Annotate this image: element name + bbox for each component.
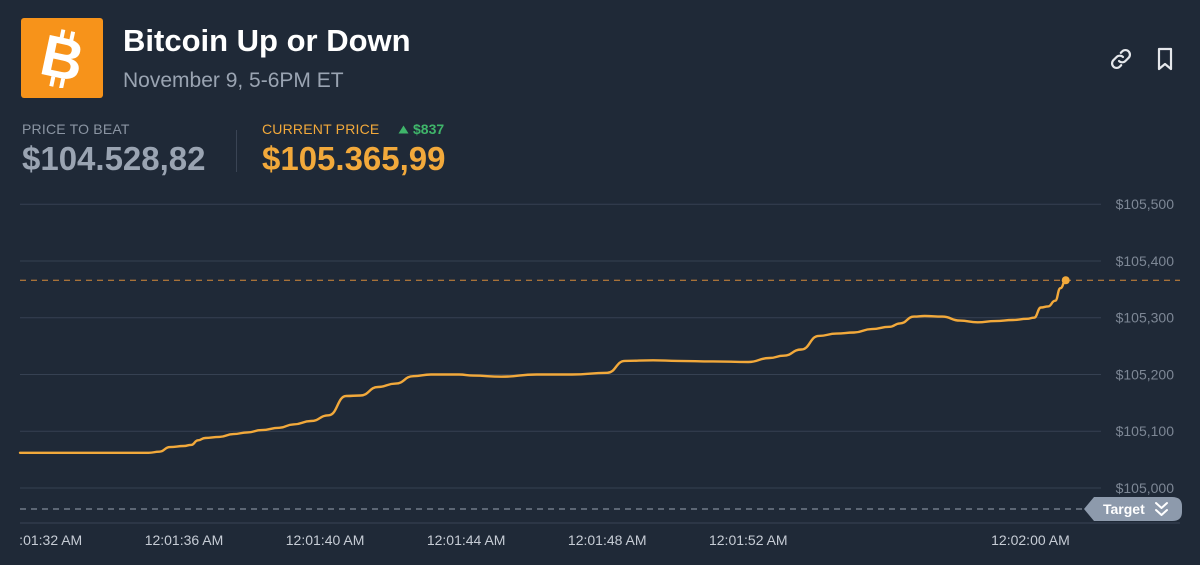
bitcoin-icon: B (38, 28, 86, 88)
price-change-value: $837 (413, 121, 445, 137)
current-price-label: CURRENT PRICE (262, 121, 380, 137)
y-tick-label: $105,400 (1116, 253, 1175, 269)
price-series-line (18, 279, 1067, 455)
y-tick-label: $105,200 (1116, 366, 1175, 382)
price-to-beat-value: $104.528,82 (22, 140, 206, 177)
triangle-up-icon (398, 125, 409, 133)
x-tick-label: 12:01:52 AM (709, 532, 788, 548)
link-icon (1110, 48, 1132, 70)
y-tick-label: $105,000 (1116, 480, 1175, 496)
target-badge[interactable]: Target (1084, 497, 1182, 521)
target-badge-label: Target (1103, 501, 1145, 517)
bookmark-icon (1157, 47, 1173, 71)
x-axis: 12:01:32 AM 12:01:36 AM 12:01:40 AM 12:01:4… (4, 532, 1070, 548)
x-tick-label: 12:01:40 AM (286, 532, 365, 548)
target-badge-bg (1084, 497, 1182, 521)
x-tick-label: 12:01:44 AM (427, 532, 506, 548)
market-title: Bitcoin Up or Down (123, 23, 411, 58)
y-axis: $105,500 $105,400 $105,300 $105,200 $105,100… (1116, 196, 1175, 496)
copy-link-button[interactable] (1108, 46, 1134, 72)
current-price-value: $105.365,99 (262, 140, 446, 177)
x-tick-label: 12:02:00 AM (991, 532, 1070, 548)
x-tick-label: 12:01:48 AM (568, 532, 647, 548)
chevrons-down-icon (1155, 502, 1168, 516)
price-change-badge: $837 (398, 121, 444, 137)
price-divider (236, 130, 237, 172)
bookmark-button[interactable] (1152, 46, 1178, 72)
y-tick-label: $105,100 (1116, 423, 1175, 439)
x-tick-label: 12:01:32 AM (4, 532, 83, 548)
y-tick-label: $105,500 (1116, 196, 1175, 212)
current-price-point (1061, 276, 1070, 285)
price-to-beat-label: PRICE TO BEAT (22, 121, 130, 137)
market-subtitle: November 9, 5-6PM ET (123, 69, 344, 92)
y-tick-label: $105,300 (1116, 310, 1175, 326)
bitcoin-logo: B (21, 18, 103, 98)
x-tick-label: 12:01:36 AM (145, 532, 224, 548)
